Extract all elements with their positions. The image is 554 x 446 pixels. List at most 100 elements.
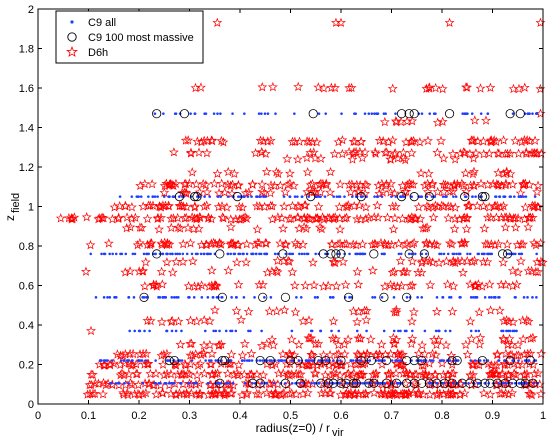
y-tick-label: 1.8 [19,44,34,56]
d6h-point [191,389,202,399]
c9-point [247,329,250,333]
c9-point [306,359,310,362]
d6h-point [306,187,317,197]
d6h-point [427,179,438,190]
d6h-point [446,350,457,360]
c9-massive-point [409,192,419,202]
c9-point [338,381,342,385]
c9-point [471,195,474,198]
d6h-point [293,81,304,92]
d6h-point [422,222,432,232]
d6h-point [379,281,390,291]
d6h-point [407,333,418,344]
d6h-point [501,166,512,176]
d6h-point [387,83,398,93]
c9-point [449,296,453,299]
d6h-point [389,188,400,198]
c9-point [531,296,534,299]
d6h-point [532,257,543,267]
legend-label-c9-massive: C9 100 most massive [88,32,194,44]
d6h-point [462,212,473,223]
d6h-point [152,213,163,224]
c9-point [413,252,417,256]
c9-point [523,359,527,362]
d6h-point [302,136,313,146]
c9-point [133,252,137,256]
d6h-point [318,378,329,388]
c9-point [418,359,421,362]
d6h-point [340,279,351,290]
d6h-point [455,148,466,158]
c9-point [478,359,482,362]
c9-point [295,296,298,299]
c9-massive-point [452,355,462,366]
c9-massive-point [477,355,487,366]
d6h-point [406,147,417,158]
d6h-point [126,213,137,223]
d6h-point [343,200,354,210]
d6h-point [486,136,497,147]
d6h-point [523,265,534,276]
c9-point [371,296,374,299]
d6h-point [156,316,167,327]
d6h-point [339,339,350,349]
d6h-point [357,239,368,249]
d6h-point [456,178,467,188]
d6h-point [184,178,195,188]
c9-point [524,381,528,385]
d6h-point [118,370,129,380]
d6h-point [292,154,303,164]
d6h-point [498,333,509,344]
d6h-point [389,281,399,291]
c9-point [370,112,374,115]
c9-massive-point [381,355,392,366]
c9-point [380,252,384,256]
d6h-point [401,389,412,400]
d6h-point [278,223,289,233]
c9-point [473,359,477,362]
c9-massive-point [505,109,515,119]
c9-point [204,112,208,115]
d6h-point [512,239,523,250]
d6h-point [207,135,218,146]
c9-massive-point [366,355,376,366]
c9-point [193,112,197,115]
d6h-point [500,222,511,232]
c9-point [399,329,402,333]
c9-point [490,296,493,299]
d6h-point [206,135,217,145]
d6h-point [257,186,268,196]
d6h-point [195,388,205,398]
d6h-point [415,213,426,224]
c9-point [131,252,135,256]
d6h-point [122,388,133,398]
c9-massive-point [217,355,227,366]
d6h-point [365,334,376,344]
d6h-point [432,147,443,157]
d6h-point [484,279,495,289]
d6h-point [383,137,394,147]
d6h-point [385,154,396,164]
c9-point [128,329,131,333]
d6h-point [355,214,366,224]
c9-point [455,252,458,256]
d6h-point [460,339,471,350]
c9-point [452,252,456,256]
d6h-point [379,238,390,248]
d6h-point [493,238,504,249]
c9-point [274,112,277,115]
x-axis: 0 0.1 0.2 0.3 0.4 0.5 0.6 0.7 0.8 0.9 1 [35,9,546,422]
d6h-point [515,188,526,198]
c9-point [392,329,396,333]
d6h-point [178,369,189,379]
c9-point [498,296,501,299]
c9-point [327,359,331,362]
c9-point [501,329,505,333]
c9-point [237,195,240,198]
d6h-point [423,168,434,178]
c9-point [509,252,512,256]
d6h-point [416,257,427,268]
d6h-point [208,237,219,248]
c9-point [452,195,455,198]
c9-point [165,359,169,362]
